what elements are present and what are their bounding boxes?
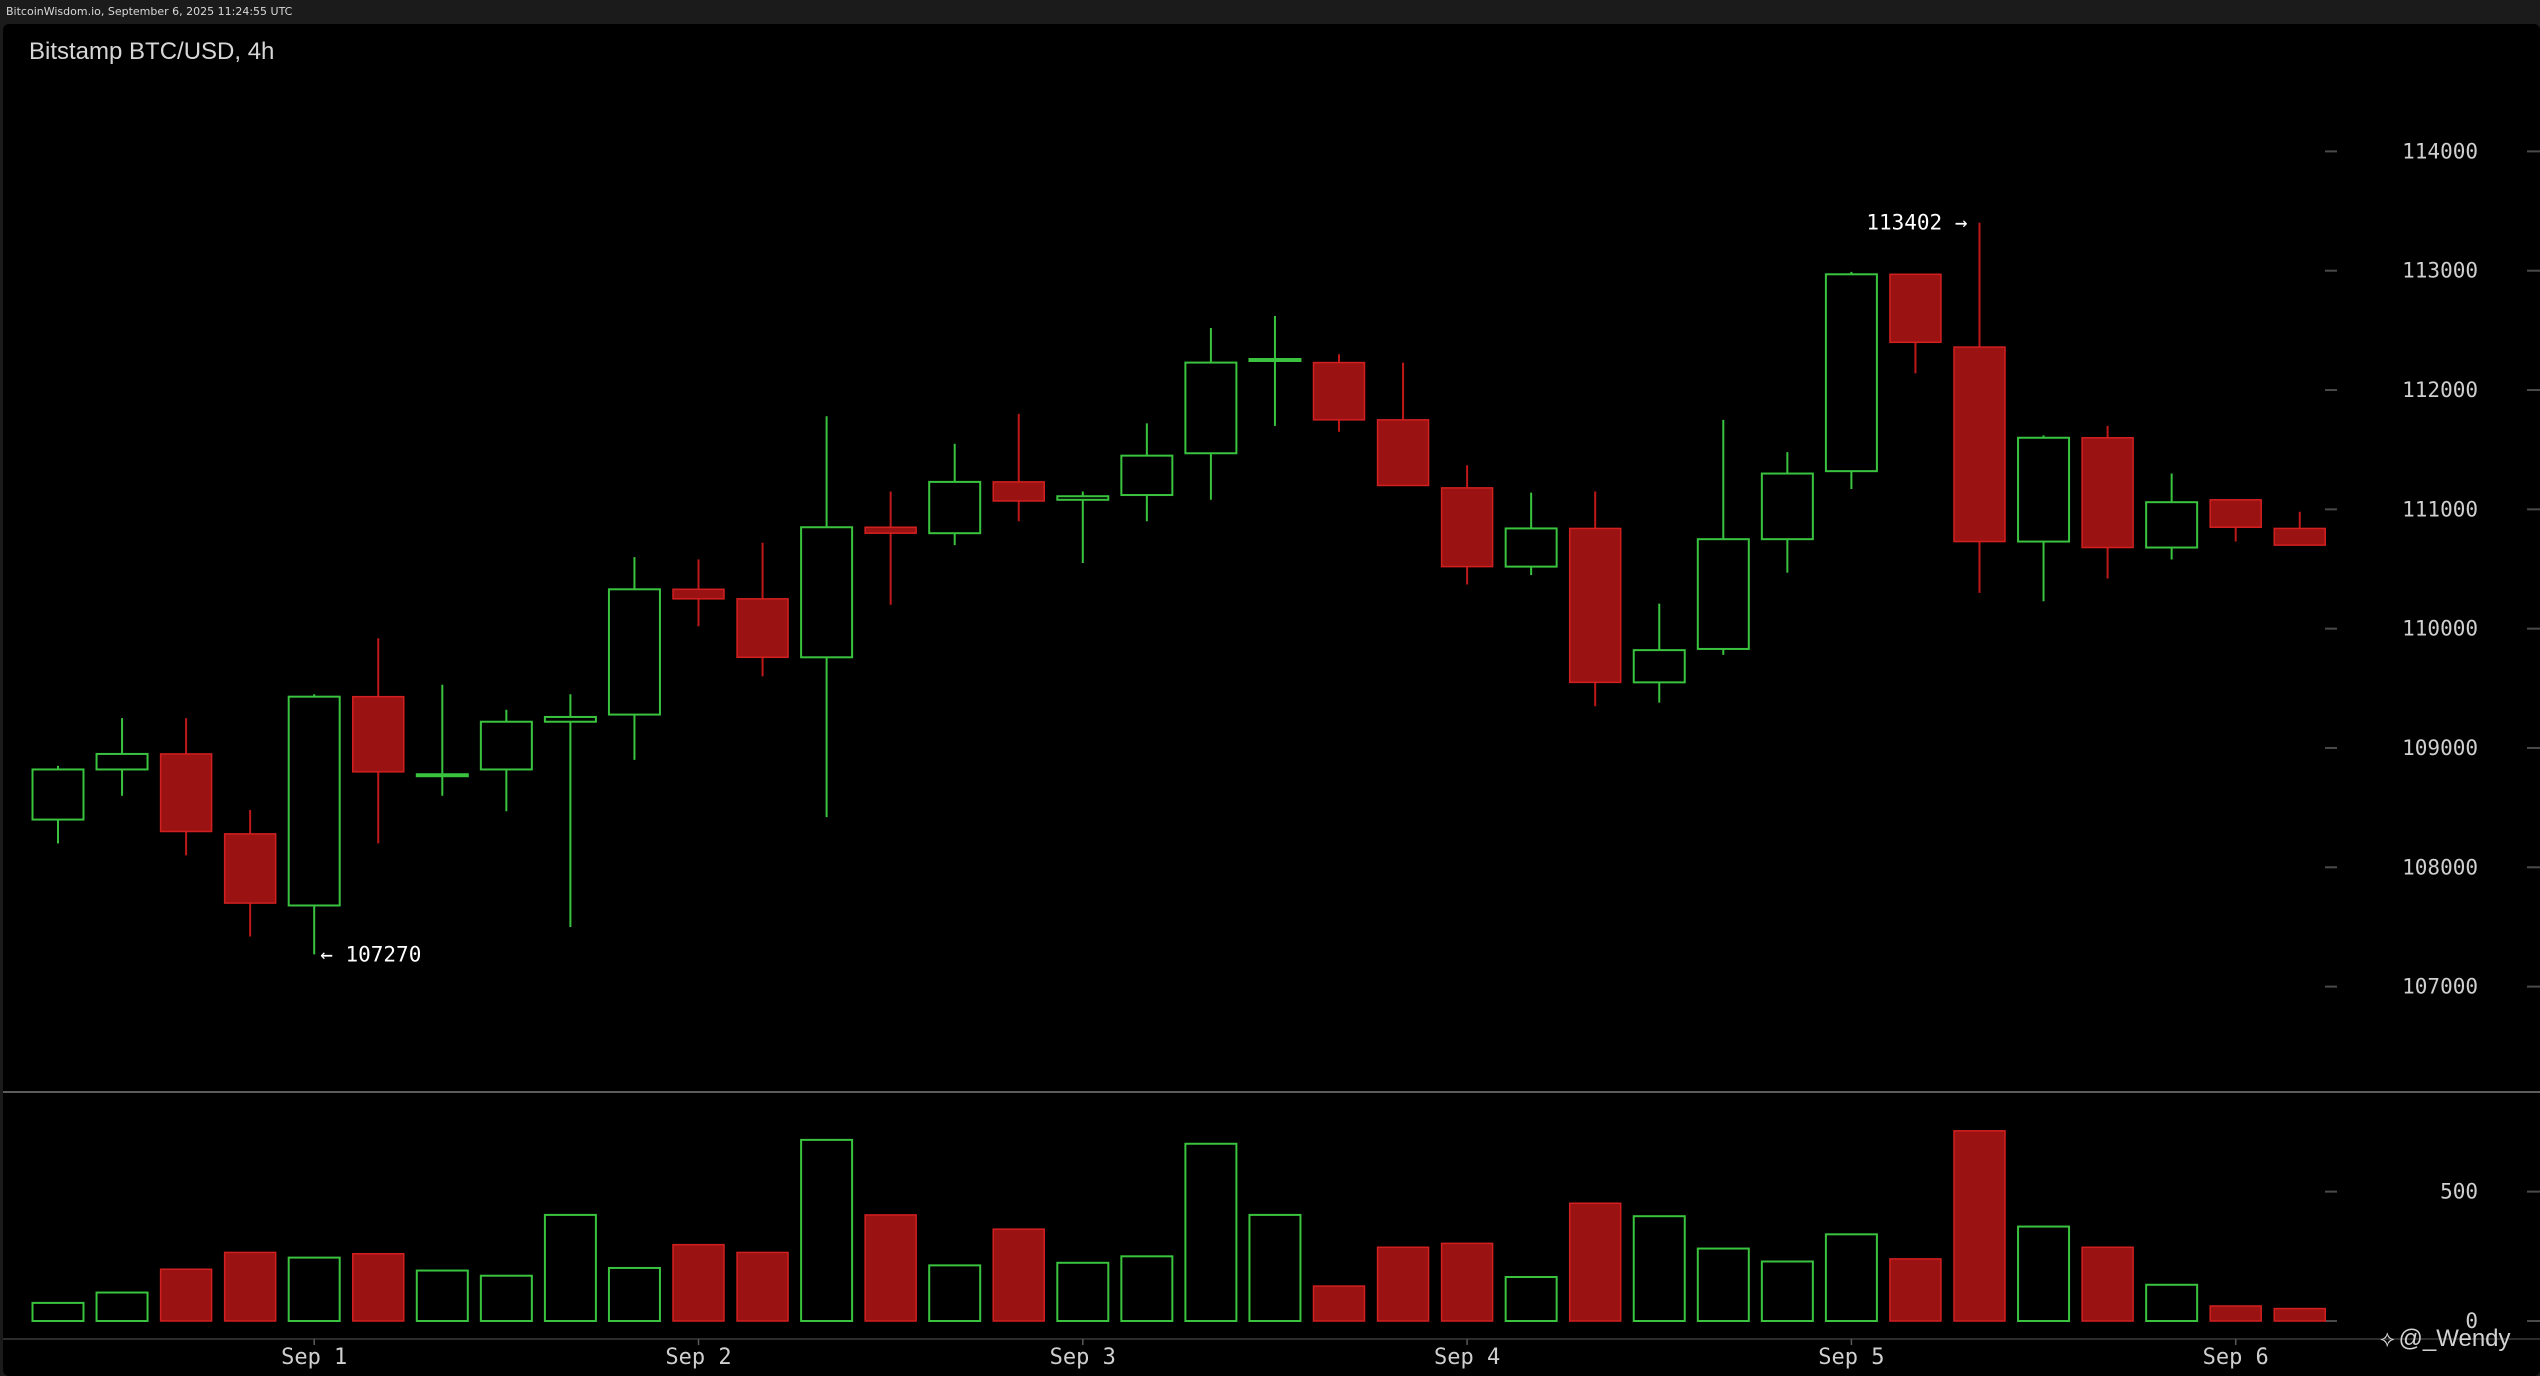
date-label: Sep 1 xyxy=(281,1345,347,1370)
candle-body-up xyxy=(2145,501,2199,549)
candle-body-up xyxy=(1248,358,1302,362)
volume-bar-down xyxy=(159,1268,213,1322)
diamond-logo-icon: ⟡ xyxy=(2380,1326,2395,1351)
date-label: Sep 6 xyxy=(2203,1345,2269,1370)
volume-bar-up xyxy=(95,1291,149,1322)
candle-body-down xyxy=(1568,527,1622,684)
volume-bar-up xyxy=(1696,1247,1750,1323)
candle-body-down xyxy=(2081,437,2134,549)
price-tick-label: 107000 xyxy=(2402,975,2478,999)
price-tick-label: 109000 xyxy=(2402,736,2478,760)
volume-bar-up xyxy=(1632,1215,1686,1323)
source-timestamp: BitcoinWisdom.io, September 6, 2025 11:2… xyxy=(6,5,293,18)
volume-bar-down xyxy=(2209,1305,2262,1322)
candle-body-down xyxy=(992,481,1045,502)
volume-bar-up xyxy=(1056,1261,1110,1322)
volume-tick-label: 500 xyxy=(2440,1180,2478,1204)
volume-bar-down xyxy=(1376,1246,1430,1322)
volume-bar-down xyxy=(672,1243,725,1322)
watermark-text: @_Wendy xyxy=(2398,1325,2511,1352)
date-label: Sep 2 xyxy=(665,1345,731,1370)
candle-body-up xyxy=(800,526,854,659)
candle-body-up xyxy=(1056,495,1110,501)
watermark: ⟡ @_Wendy xyxy=(2380,1325,2511,1353)
candle-body-up xyxy=(2017,436,2071,543)
price-tick-label: 110000 xyxy=(2402,617,2478,641)
price-tick-label: 114000 xyxy=(2402,139,2478,163)
price-tick-label: 108000 xyxy=(2402,855,2478,879)
volume-bar-down xyxy=(223,1251,277,1322)
candle-body-up xyxy=(1824,273,1878,473)
chart-title: Bitstamp BTC/USD, 4h xyxy=(29,38,275,65)
candle-body-down xyxy=(352,695,405,773)
volume-bar-up xyxy=(800,1138,854,1322)
low-price-annotation: ← 107270 xyxy=(320,942,421,966)
volume-bar-up xyxy=(1184,1142,1238,1322)
volume-bar-up xyxy=(1760,1260,1814,1323)
candle-body-up xyxy=(1504,527,1558,568)
volume-bar-up xyxy=(415,1269,469,1322)
volume-bar-up xyxy=(1504,1276,1558,1322)
candle-body-up xyxy=(479,720,533,771)
candle-body-up xyxy=(1632,649,1686,684)
price-tick-label: 112000 xyxy=(2402,378,2478,402)
candle-body-up xyxy=(607,588,661,716)
candle-body-up xyxy=(928,480,982,535)
candle-body-down xyxy=(1953,346,2006,543)
volume-bar-up xyxy=(607,1266,661,1323)
volume-bar-up xyxy=(543,1213,597,1322)
candle-body-down xyxy=(1376,419,1430,487)
volume-bar-down xyxy=(1568,1202,1622,1322)
volume-bar-down xyxy=(1440,1242,1494,1322)
volume-bar-down xyxy=(1889,1258,1942,1322)
date-label: Sep 4 xyxy=(1434,1345,1500,1370)
volume-bar-down xyxy=(864,1214,917,1322)
high-price-annotation: 113402 → xyxy=(1866,211,1967,235)
volume-bar-up xyxy=(1120,1255,1174,1322)
candle-body-down xyxy=(159,753,213,833)
volume-bar-up xyxy=(479,1274,533,1322)
candle-body-up xyxy=(287,695,341,907)
volume-bar-down xyxy=(736,1251,789,1322)
candle-body-down xyxy=(672,588,725,600)
volume-bar-up xyxy=(928,1264,982,1323)
chart-panel[interactable]: 107000 108000 109000 110000 111000 112000 1130… xyxy=(3,24,2540,1376)
candle-body-up xyxy=(543,715,597,723)
candlestick-chart[interactable]: 107000 108000 109000 110000 111000 112000 1130… xyxy=(3,24,2540,1376)
candle-body-down xyxy=(223,833,277,904)
candle-body-down xyxy=(2209,499,2262,528)
volume-bar-up xyxy=(31,1301,85,1322)
volume-bar-down xyxy=(1953,1130,2006,1322)
price-tick-label: 111000 xyxy=(2402,497,2478,521)
candle-body-down xyxy=(1440,487,1494,568)
price-tick-label: 113000 xyxy=(2402,259,2478,283)
volume-bar-down xyxy=(992,1228,1045,1322)
candle-body-down xyxy=(1312,361,1366,421)
volume-bar-up xyxy=(287,1256,341,1322)
volume-bar-down xyxy=(2081,1246,2134,1322)
candle-body-down xyxy=(1889,273,1942,344)
candle-body-down xyxy=(864,526,917,534)
top-bar: BitcoinWisdom.io, September 6, 2025 11:2… xyxy=(0,0,2540,24)
volume-bar-up xyxy=(2017,1225,2071,1323)
candle-body-up xyxy=(1696,538,1750,650)
candle-body-down xyxy=(736,598,789,659)
volume-bar-down xyxy=(1312,1285,1366,1322)
candle-body-up xyxy=(31,768,85,821)
candle-body-up xyxy=(415,773,469,778)
candle-body-up xyxy=(95,752,149,771)
candle-body-up xyxy=(1760,472,1814,541)
volume-bar-down xyxy=(2273,1307,2326,1322)
date-label: Sep 5 xyxy=(1818,1345,1884,1370)
candle-body-up xyxy=(1120,454,1174,497)
candle-body-down xyxy=(2273,527,2326,546)
volume-bar-down xyxy=(352,1252,405,1322)
volume-bar-up xyxy=(1824,1233,1878,1322)
date-label: Sep 3 xyxy=(1050,1345,1116,1370)
candle-body-up xyxy=(1184,361,1238,455)
volume-bar-up xyxy=(2145,1283,2199,1323)
volume-tick-label: 0 xyxy=(2465,1309,2478,1333)
volume-bar-up xyxy=(1248,1213,1302,1322)
